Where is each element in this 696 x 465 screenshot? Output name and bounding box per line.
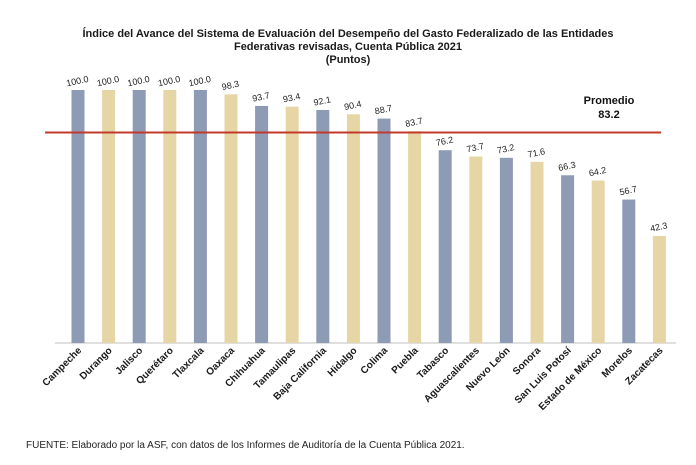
source-note: FUENTE: Elaborado por la ASF, con datos … [26, 440, 465, 451]
value-label-17: 64.2 [588, 165, 607, 178]
bar-19 [652, 235, 666, 343]
value-label-12: 76.2 [435, 135, 454, 148]
bar-5 [224, 94, 238, 344]
bar-16 [561, 175, 575, 343]
bar-9 [346, 114, 360, 344]
bar-14 [499, 157, 513, 343]
category-label-4: Tlaxcala [171, 345, 207, 381]
chart-title-line-2: Federativas revisadas, Cuenta Pública 20… [233, 41, 463, 53]
category-label-0: Campeche [41, 345, 85, 389]
value-label-3: 100.0 [157, 74, 181, 88]
value-label-4: 100.0 [188, 74, 212, 88]
value-label-11: 83.7 [404, 116, 423, 129]
value-label-1: 100.0 [96, 74, 120, 88]
value-label-9: 90.4 [343, 99, 362, 112]
bar-13 [469, 156, 483, 343]
value-label-8: 92.1 [313, 94, 332, 107]
value-label-13: 73.7 [466, 141, 485, 154]
bar-1 [102, 90, 116, 343]
bar-3 [163, 90, 177, 343]
value-label-14: 73.2 [496, 142, 515, 155]
value-label-7: 93.4 [282, 91, 301, 104]
chart-title-line-1: Índice del Avance del Sistema de Evaluac… [82, 28, 614, 40]
bar-17 [591, 180, 605, 343]
value-label-0: 100.0 [65, 74, 89, 88]
bar-7 [285, 106, 299, 343]
category-label-8: Baja California [272, 345, 330, 403]
category-label-10: Colima [359, 345, 391, 377]
bar-6 [255, 105, 269, 344]
bar-0 [71, 90, 85, 343]
average-value: 83.2 [598, 109, 619, 121]
category-label-9: Hidalgo [326, 345, 360, 379]
bar-2 [132, 90, 146, 343]
value-label-15: 71.6 [527, 146, 546, 159]
bar-chart: 100.0Campeche100.0Durango100.0Jalisco100… [41, 74, 676, 413]
value-label-18: 56.7 [619, 184, 638, 197]
bar-11 [408, 131, 422, 343]
category-label-1: Durango [78, 345, 115, 382]
value-label-19: 42.3 [649, 220, 668, 233]
value-label-6: 93.7 [251, 90, 270, 103]
chart-title: Índice del Avance del Sistema de Evaluac… [0, 28, 696, 67]
bar-12 [438, 150, 452, 343]
bar-10 [377, 118, 391, 344]
bar-4 [193, 90, 207, 343]
average-label: Promedio [584, 95, 635, 107]
value-label-5: 98.3 [221, 79, 240, 92]
chart-title-line-3: (Puntos) [325, 54, 371, 66]
bar-8 [316, 109, 330, 343]
bar-18 [622, 199, 636, 343]
bar-15 [530, 161, 544, 343]
value-label-10: 88.7 [374, 103, 393, 116]
value-label-16: 66.3 [557, 160, 576, 173]
value-label-2: 100.0 [127, 74, 151, 88]
category-label-13: Aguascalientes [422, 345, 482, 405]
